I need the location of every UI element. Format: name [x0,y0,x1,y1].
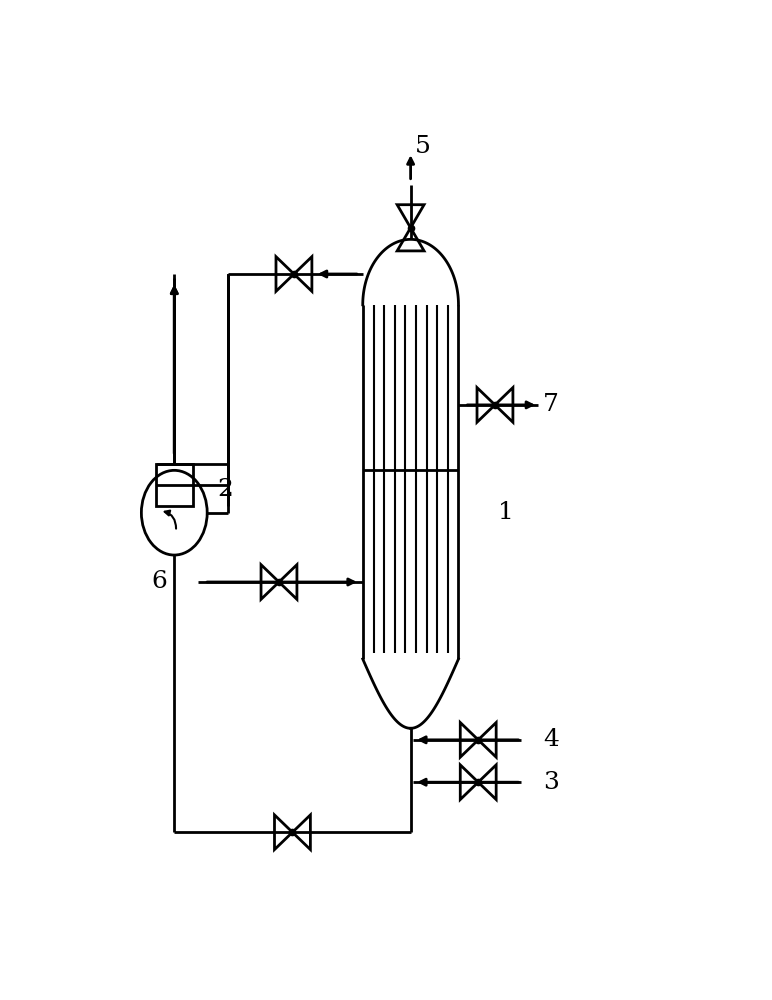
Text: 3: 3 [543,771,559,794]
Text: 2: 2 [217,478,233,501]
Text: 5: 5 [415,135,431,158]
Text: 4: 4 [543,728,559,751]
Text: 7: 7 [543,393,559,416]
Text: 1: 1 [499,501,514,524]
Text: 6: 6 [151,570,168,593]
Bar [156,464,193,506]
